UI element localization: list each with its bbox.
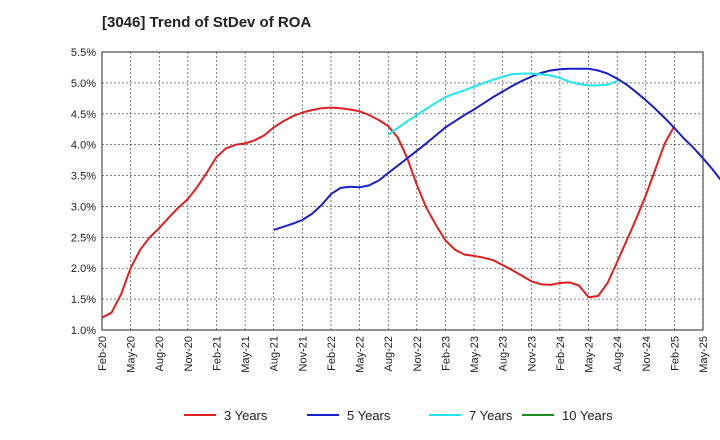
x-tick-label: Nov-20 bbox=[183, 336, 195, 371]
x-tick-label: Aug-20 bbox=[154, 336, 166, 371]
y-tick-label: 3.5% bbox=[71, 171, 96, 183]
legend-label: 7 Years bbox=[469, 408, 513, 423]
y-tick-label: 1.0% bbox=[71, 325, 96, 337]
x-tick-label: May-20 bbox=[126, 336, 138, 373]
x-tick-label: May-23 bbox=[469, 336, 481, 373]
x-tick-label: Feb-25 bbox=[669, 336, 681, 371]
legend-label: 10 Years bbox=[562, 408, 613, 423]
x-tick-label: May-24 bbox=[584, 336, 596, 373]
y-tick-label: 2.5% bbox=[71, 232, 96, 244]
y-tick-label: 5.0% bbox=[71, 78, 96, 90]
x-tick-label: May-25 bbox=[698, 336, 710, 373]
y-tick-label: 4.5% bbox=[71, 109, 96, 121]
series-line-3-years bbox=[101, 106, 676, 319]
y-tick-label: 2.0% bbox=[71, 263, 96, 275]
x-tick-label: May-22 bbox=[355, 336, 367, 373]
x-tick-label: Feb-23 bbox=[440, 336, 452, 371]
y-tick-label: 4.0% bbox=[71, 140, 96, 152]
y-tick-label: 3.0% bbox=[71, 201, 96, 213]
x-tick-label: May-21 bbox=[240, 336, 252, 373]
y-tick-label: 1.5% bbox=[71, 294, 96, 306]
x-tick-label: Nov-23 bbox=[526, 336, 538, 371]
x-tick-label: Feb-22 bbox=[326, 336, 338, 371]
x-tick-label: Feb-20 bbox=[97, 336, 109, 371]
chart-title: [3046] Trend of StDev of ROA bbox=[102, 14, 312, 31]
x-tick-label: Aug-21 bbox=[269, 336, 281, 371]
series-line-5-years bbox=[273, 67, 720, 231]
y-tick-label: 5.5% bbox=[71, 47, 96, 59]
legend-label: 3 Years bbox=[224, 408, 268, 423]
x-tick-label: Nov-24 bbox=[641, 336, 653, 371]
x-tick-label: Nov-21 bbox=[297, 336, 309, 371]
x-tick-label: Nov-22 bbox=[412, 336, 424, 371]
legend-label: 5 Years bbox=[347, 408, 391, 423]
x-tick-label: Aug-23 bbox=[498, 336, 510, 371]
x-tick-label: Aug-24 bbox=[612, 336, 624, 371]
x-tick-label: Aug-22 bbox=[383, 336, 395, 371]
series-line-7-years bbox=[387, 72, 618, 136]
x-tick-label: Feb-21 bbox=[211, 336, 223, 371]
x-tick-label: Feb-24 bbox=[555, 336, 567, 371]
plot-area bbox=[101, 51, 704, 331]
